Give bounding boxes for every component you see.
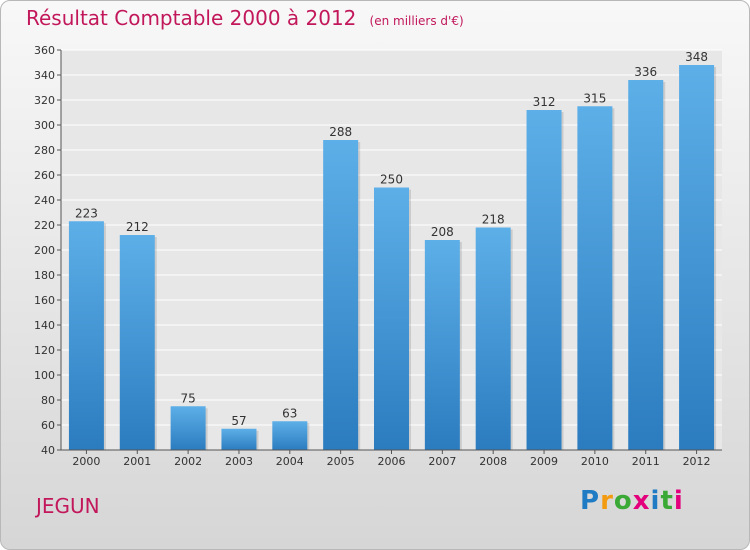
- x-tick-label: 2006: [378, 455, 406, 468]
- x-tick-label: 2007: [428, 455, 456, 468]
- x-tick-label: 2002: [174, 455, 202, 468]
- y-tick-label: 240: [34, 194, 55, 207]
- data-label: 312: [533, 95, 556, 109]
- data-label: 348: [685, 50, 708, 64]
- x-tick-label: 2005: [327, 455, 355, 468]
- y-tick-label: 60: [41, 419, 55, 432]
- bar: [68, 221, 104, 450]
- y-tick-label: 220: [34, 219, 55, 232]
- x-tick-label: 2003: [225, 455, 253, 468]
- bar: [679, 65, 715, 450]
- x-tick-label: 2008: [479, 455, 507, 468]
- y-tick-label: 300: [34, 119, 55, 132]
- x-tick-label: 2011: [632, 455, 660, 468]
- bar: [424, 240, 460, 450]
- y-tick-label: 40: [41, 444, 55, 457]
- y-tick-label: 80: [41, 394, 55, 407]
- data-label: 288: [329, 125, 352, 139]
- labels: 40 60 80 100 120 140 160 180 200 220 240 260 280 300 3…: [34, 44, 711, 468]
- bar: [577, 106, 613, 450]
- y-tick-label: 320: [34, 94, 55, 107]
- x-tick-label: 2001: [123, 455, 151, 468]
- data-label: 75: [180, 391, 195, 405]
- data-label: 57: [231, 414, 246, 428]
- y-tick-label: 280: [34, 144, 55, 157]
- data-label: 218: [482, 213, 505, 227]
- data-label: 336: [634, 65, 657, 79]
- title-text: Résultat Comptable 2000 à 2012: [26, 6, 357, 30]
- y-tick-label: 100: [34, 369, 55, 382]
- logo-letter: t: [660, 486, 674, 516]
- bar: [221, 428, 257, 450]
- bar: [628, 80, 664, 450]
- x-tick-label: 2009: [530, 455, 558, 468]
- x-tick-label: 2000: [72, 455, 100, 468]
- y-tick-label: 340: [34, 69, 55, 82]
- commune-name: JEGUN: [36, 494, 100, 518]
- x-tick-label: 2010: [581, 455, 609, 468]
- y-tick-label: 160: [34, 294, 55, 307]
- data-label: 212: [126, 220, 149, 234]
- data-label: 315: [583, 91, 606, 105]
- data-label: 250: [380, 173, 403, 187]
- bar: [272, 421, 308, 450]
- logo-letter: i: [673, 486, 684, 516]
- bar: [374, 187, 409, 450]
- y-tick-label: 140: [34, 319, 55, 332]
- data-label: 208: [431, 225, 454, 239]
- data-label: 223: [75, 206, 98, 220]
- proxiti-logo[interactable]: Proxiti: [580, 486, 684, 516]
- y-tick-label: 200: [34, 244, 55, 257]
- x-tick-label: 2012: [683, 455, 711, 468]
- y-tick-label: 360: [34, 44, 55, 57]
- bar: [475, 227, 511, 450]
- data-label: 63: [282, 406, 297, 420]
- axes: [57, 49, 722, 454]
- y-tick-label: 180: [34, 269, 55, 282]
- bars: [68, 65, 717, 450]
- logo-letter: o: [613, 486, 633, 516]
- chart-title: Résultat Comptable 2000 à 2012 (en milli…: [26, 6, 464, 30]
- logo-letter: P: [580, 486, 601, 516]
- bar: [170, 406, 206, 450]
- x-tick-label: 2004: [276, 455, 304, 468]
- bar: [323, 140, 359, 450]
- logo-letter: x: [632, 486, 651, 516]
- bar: [119, 235, 155, 450]
- bar: [526, 110, 562, 450]
- logo-letter: r: [600, 486, 614, 516]
- logo-letter: i: [650, 486, 661, 516]
- y-tick-label: 260: [34, 169, 55, 182]
- y-tick-label: 120: [34, 344, 55, 357]
- subtitle-text: (en milliers d'€): [369, 14, 464, 28]
